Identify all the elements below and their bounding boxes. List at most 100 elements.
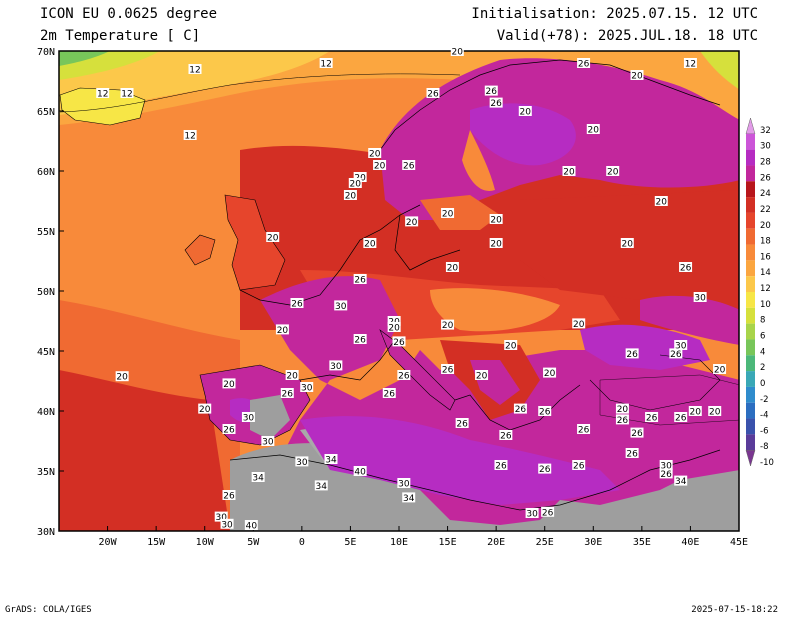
contour-value-label: 30: [397, 478, 411, 490]
contour-value-label: 20: [343, 190, 357, 202]
label-box: [504, 340, 518, 350]
colorbar-label: 0: [760, 379, 765, 389]
colorbar-label: -4: [760, 411, 768, 421]
lon-label: 15W: [147, 537, 166, 548]
colorbar-label: -2: [760, 395, 768, 405]
label-box: [115, 371, 129, 382]
label-text: 20: [267, 234, 279, 244]
label-box: [353, 466, 367, 476]
label-text: 30: [301, 384, 313, 394]
label-text: 26: [573, 462, 585, 472]
label-text: 20: [714, 366, 726, 376]
latitude-axis: 70N 65N 60N 55N 50N 45N 40N 35N 30N: [37, 47, 64, 538]
label-text: 20: [223, 380, 235, 390]
label-text: 20: [520, 108, 532, 118]
contour-value-label: 20: [222, 378, 236, 390]
lat-label: 35N: [37, 467, 55, 478]
label-text: 26: [442, 366, 454, 376]
colorbar-label: 8: [760, 316, 765, 326]
contour-value-label: 26: [669, 348, 683, 360]
label-text: 20: [286, 372, 298, 382]
contour-value-label: 20: [489, 214, 503, 226]
label-text: 34: [252, 474, 264, 484]
lat-label: 60N: [37, 167, 55, 178]
contour-value-label: 12: [683, 58, 697, 70]
contour-value-label: 26: [382, 388, 396, 400]
label-text: 20: [709, 408, 721, 418]
contour-value-label: 20: [586, 124, 600, 136]
contour-value-label: 20: [606, 166, 620, 178]
label-box: [674, 475, 688, 486]
contour-value-label: 26: [615, 414, 629, 426]
colorbar-label: 10: [760, 300, 771, 310]
contour-value-label: 26: [625, 448, 639, 460]
label-text: 26: [223, 492, 235, 502]
contour-value-label: 26: [538, 463, 552, 475]
label-box: [450, 46, 464, 56]
label-box: [120, 88, 134, 98]
label-text: 30: [216, 513, 228, 523]
label-text: 12: [184, 132, 195, 142]
contour-value-label: 20: [198, 403, 212, 415]
label-text: 30: [262, 438, 274, 448]
contour-value-label: 30: [525, 508, 539, 520]
contour-value-label: 20: [373, 160, 387, 172]
label-box: [562, 166, 576, 176]
contour-value-label: 26: [489, 97, 503, 109]
contour-value-label: 26: [577, 424, 591, 436]
label-box: [214, 511, 228, 522]
contour-value-label: 26: [222, 424, 236, 436]
colorbar-swatch: [746, 228, 755, 245]
label-text: 26: [403, 162, 415, 172]
label-box: [679, 262, 693, 272]
colorbar-label: 14: [760, 268, 771, 278]
contour-value-label: 20: [688, 406, 702, 418]
model-title: ICON EU 0.0625 degree: [40, 6, 218, 22]
label-text: 26: [542, 508, 554, 518]
contour-value-label: 20: [441, 319, 455, 331]
contour-value-label: 30: [261, 436, 275, 448]
label-text: 20: [452, 48, 464, 58]
contour-value-label: 30: [220, 518, 234, 530]
label-box: [669, 348, 683, 359]
contour-value-label: 20: [441, 208, 455, 220]
label-box: [625, 448, 639, 458]
label-box: [674, 412, 688, 422]
label-box: [538, 463, 552, 474]
colorbar-swatch: [746, 149, 755, 166]
contour-value-label: 30: [295, 456, 309, 468]
label-box: [645, 412, 659, 422]
lon-label: 35E: [633, 537, 651, 548]
contour-value-label: 20: [543, 367, 557, 379]
colorbar-label: 6: [760, 332, 765, 342]
contour-value-label: 26: [402, 160, 416, 172]
label-text: 20: [490, 216, 502, 226]
label-box: [518, 106, 532, 116]
label-text: 26: [670, 350, 682, 360]
contour-value-label: 26: [494, 460, 508, 472]
label-box: [285, 370, 299, 380]
label-box: [353, 334, 367, 344]
contour-value-label: 20: [285, 370, 299, 382]
variable-title: 2m Temperature [ C]: [40, 28, 201, 44]
colorbar-label: 22: [760, 205, 771, 215]
label-box: [489, 97, 503, 108]
contour-value-label: 12: [188, 64, 202, 76]
label-box: [402, 160, 416, 170]
colorbar-swatch: [746, 181, 755, 198]
label-text: 26: [354, 336, 366, 346]
longitude-axis: 20W 15W 10W 5W 0 5E 10E 15E 20E 25E 30E 35E 40E 45E: [99, 526, 748, 548]
label-text: 26: [675, 414, 687, 424]
contour-value-label: 20: [266, 232, 280, 244]
label-text: 20: [544, 369, 556, 379]
contour-value-label: 12: [319, 58, 333, 70]
colorbar-swatch: [746, 292, 755, 308]
label-box: [688, 406, 702, 416]
colorbar-swatch: [746, 371, 755, 387]
contour-value-label: 20: [405, 216, 419, 228]
label-text: 30: [526, 510, 538, 520]
contour-value-label: 30: [241, 412, 255, 424]
label-box: [363, 238, 377, 248]
label-text: 26: [282, 390, 294, 400]
label-box: [329, 360, 343, 371]
